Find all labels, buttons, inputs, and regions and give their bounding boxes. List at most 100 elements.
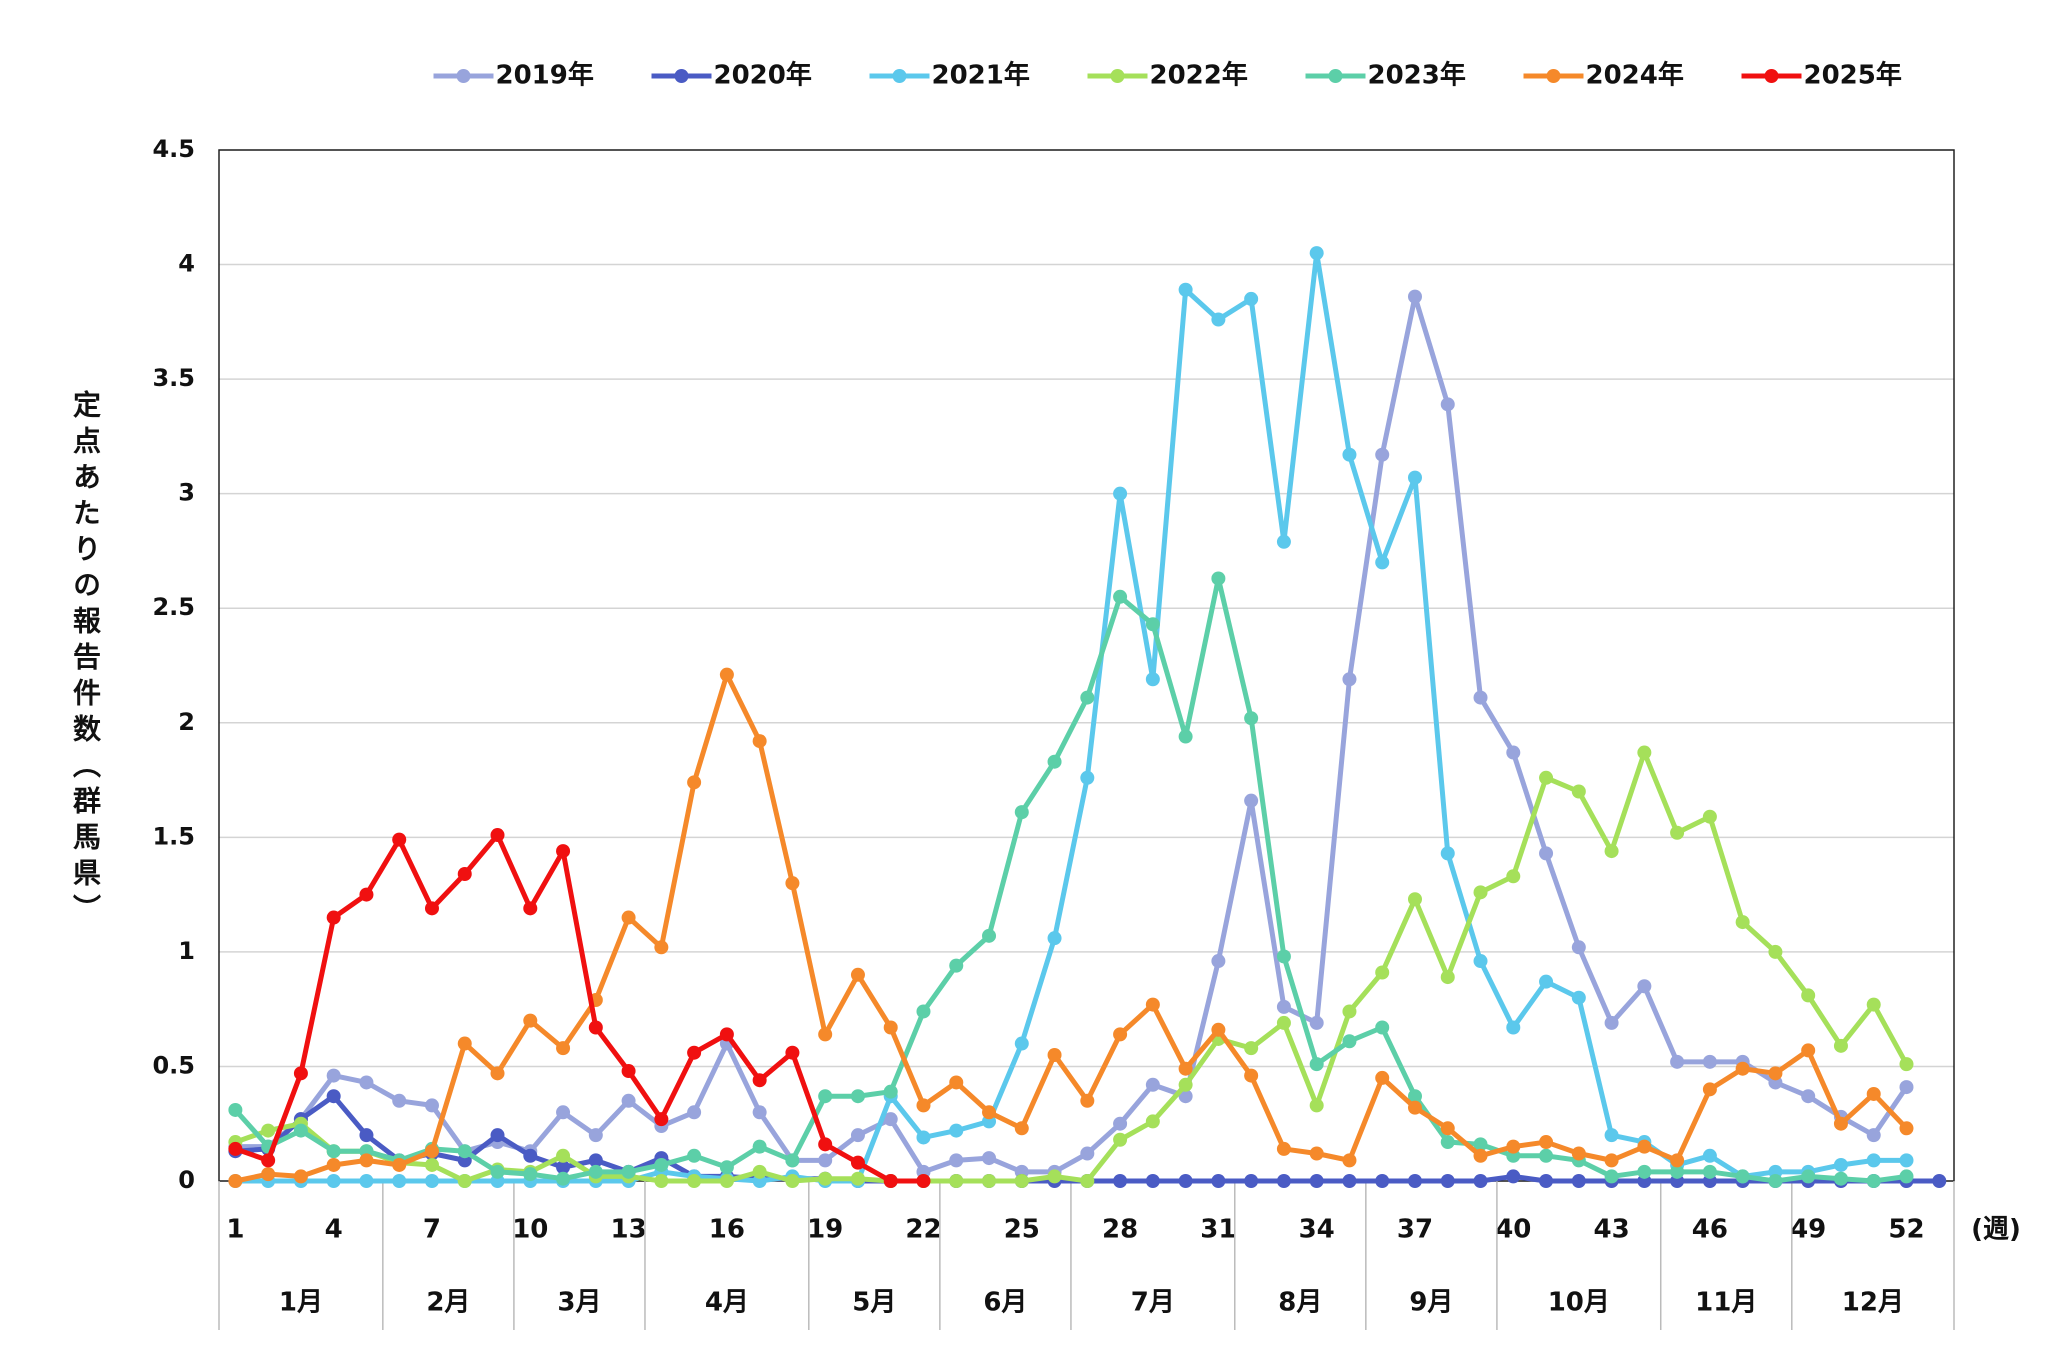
data-point — [556, 844, 571, 859]
x-tick-label: 40 — [1495, 1215, 1531, 1245]
series-line — [233, 575, 1907, 1184]
x-tick-label: 46 — [1692, 1215, 1728, 1245]
data-point — [1178, 1174, 1193, 1188]
x-tick-label: 16 — [709, 1215, 745, 1245]
data-point — [687, 775, 702, 790]
data-point — [1178, 729, 1193, 744]
data-point — [1145, 1174, 1160, 1188]
data-point — [1276, 1141, 1291, 1156]
data-point — [1080, 690, 1095, 705]
data-point — [1178, 1061, 1193, 1076]
data-point — [261, 1153, 276, 1168]
data-point — [326, 1174, 341, 1188]
data-point — [1440, 970, 1455, 985]
data-point — [1080, 1174, 1095, 1188]
data-point — [654, 1174, 669, 1188]
data-point — [1637, 745, 1652, 760]
data-point — [1145, 617, 1160, 632]
data-point — [588, 1164, 603, 1179]
legend-label: 2024年 — [1586, 60, 1684, 91]
data-point — [326, 1157, 341, 1172]
data-point — [1342, 672, 1357, 687]
legend-label: 2025年 — [1804, 60, 1902, 91]
data-point — [1539, 1148, 1554, 1163]
data-point — [1833, 1116, 1848, 1131]
series — [228, 828, 931, 1188]
data-point — [1440, 846, 1455, 861]
data-point — [916, 1174, 931, 1188]
data-point — [1014, 805, 1029, 820]
data-point — [1178, 1077, 1193, 1092]
data-point — [818, 1153, 833, 1168]
x-tick-label: 22 — [905, 1215, 941, 1245]
data-point — [850, 1128, 865, 1143]
data-point — [1702, 1148, 1717, 1163]
y-tick-label: 3 — [178, 479, 195, 507]
data-point — [1014, 1036, 1029, 1051]
data-point — [523, 1148, 538, 1163]
data-point — [392, 1157, 407, 1172]
data-point — [1571, 784, 1586, 799]
data-point — [1407, 289, 1422, 304]
data-point — [949, 1075, 964, 1090]
month-label: 5月 — [852, 1288, 896, 1318]
x-tick-label: 34 — [1299, 1215, 1335, 1245]
data-point — [1113, 1027, 1128, 1042]
series — [228, 667, 1914, 1188]
data-point — [424, 1174, 439, 1188]
legend-label: 2021年 — [932, 60, 1030, 91]
data-point — [1244, 1174, 1259, 1188]
data-point — [326, 1144, 341, 1159]
data-point — [752, 1105, 767, 1120]
data-point — [850, 1171, 865, 1186]
y-tick-label: 0.5 — [152, 1051, 195, 1079]
data-point — [785, 1153, 800, 1168]
data-point — [1866, 1174, 1881, 1188]
month-label: 11月 — [1695, 1288, 1757, 1318]
data-point — [949, 1174, 964, 1188]
data-point — [326, 1068, 341, 1083]
data-point — [457, 1144, 472, 1159]
data-point — [883, 1084, 898, 1099]
data-point — [556, 1160, 571, 1175]
data-point — [1211, 954, 1226, 969]
data-point — [1178, 282, 1193, 297]
data-point — [1342, 1153, 1357, 1168]
data-point — [1899, 1121, 1914, 1136]
data-point — [556, 1148, 571, 1163]
data-point — [588, 1128, 603, 1143]
legend-marker — [456, 69, 471, 83]
data-point — [850, 967, 865, 982]
legend-label: 2022年 — [1150, 60, 1248, 91]
data-point — [982, 1151, 997, 1166]
y-tick-label: 4 — [178, 250, 195, 278]
data-point — [1113, 486, 1128, 501]
data-point — [785, 1045, 800, 1060]
data-point — [1145, 672, 1160, 687]
data-point — [1473, 1137, 1488, 1152]
data-point — [1375, 1174, 1390, 1188]
data-point — [1309, 1174, 1324, 1188]
data-point — [293, 1123, 308, 1138]
month-label: 9月 — [1409, 1288, 1453, 1318]
data-point — [1473, 1174, 1488, 1188]
data-point — [1506, 1020, 1521, 1035]
data-point — [228, 1174, 243, 1188]
data-point — [1276, 1015, 1291, 1030]
data-point — [1768, 1066, 1783, 1081]
x-tick-label: 10 — [512, 1215, 548, 1245]
month-label: 12月 — [1842, 1288, 1904, 1318]
data-point — [621, 1064, 636, 1079]
data-point — [1276, 949, 1291, 964]
data-point — [916, 1130, 931, 1145]
data-point — [1047, 1169, 1062, 1184]
data-point — [1244, 1041, 1259, 1056]
data-point — [818, 1089, 833, 1104]
data-point — [1342, 1034, 1357, 1049]
data-point — [523, 901, 538, 916]
data-point — [424, 901, 439, 916]
data-point — [1080, 1093, 1095, 1108]
plot-frame — [218, 149, 1955, 1182]
data-point — [1571, 1174, 1586, 1188]
data-point — [1637, 1139, 1652, 1154]
